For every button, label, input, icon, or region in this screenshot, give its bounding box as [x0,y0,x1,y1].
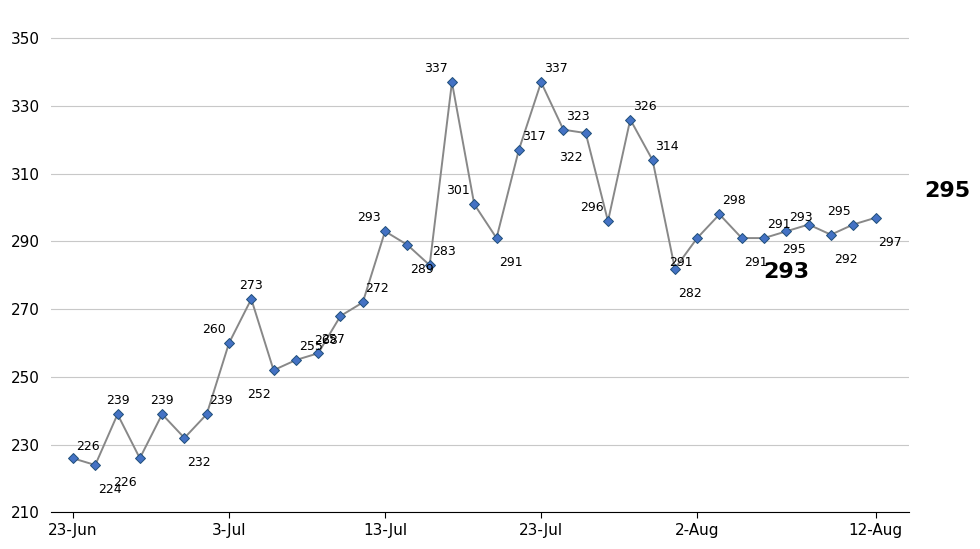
Text: 239: 239 [150,394,173,407]
Text: 326: 326 [633,99,657,113]
Text: 295: 295 [782,243,806,256]
Text: 257: 257 [321,333,345,346]
Text: 296: 296 [580,201,604,214]
Text: 337: 337 [424,62,448,75]
Text: 295: 295 [827,205,851,217]
Text: 252: 252 [247,388,270,401]
Text: 283: 283 [432,245,456,258]
Text: 239: 239 [106,394,129,407]
Text: 224: 224 [98,483,122,496]
Text: 298: 298 [722,194,746,208]
Text: 282: 282 [677,287,702,300]
Text: 323: 323 [566,110,590,123]
Text: 232: 232 [187,456,211,469]
Text: 322: 322 [560,151,583,164]
Text: 272: 272 [366,283,389,295]
Text: 293: 293 [358,211,381,225]
Text: 289: 289 [410,263,434,276]
Text: 314: 314 [656,140,679,153]
Text: 301: 301 [446,184,470,197]
Text: 337: 337 [544,62,567,75]
Text: 291: 291 [766,218,791,231]
Text: 226: 226 [114,477,137,489]
Text: 291: 291 [499,256,523,269]
Text: 292: 292 [834,253,858,266]
Text: 293: 293 [763,262,809,282]
Text: 239: 239 [210,394,233,407]
Text: 268: 268 [314,334,338,347]
Text: 226: 226 [75,440,99,453]
Text: 255: 255 [299,340,322,353]
Text: 295: 295 [924,181,970,200]
Text: 273: 273 [239,279,264,292]
Text: 291: 291 [745,256,768,269]
Text: 317: 317 [521,130,545,143]
Text: 293: 293 [789,211,812,225]
Text: 291: 291 [669,256,693,269]
Text: 297: 297 [878,236,902,249]
Text: 260: 260 [203,323,226,336]
